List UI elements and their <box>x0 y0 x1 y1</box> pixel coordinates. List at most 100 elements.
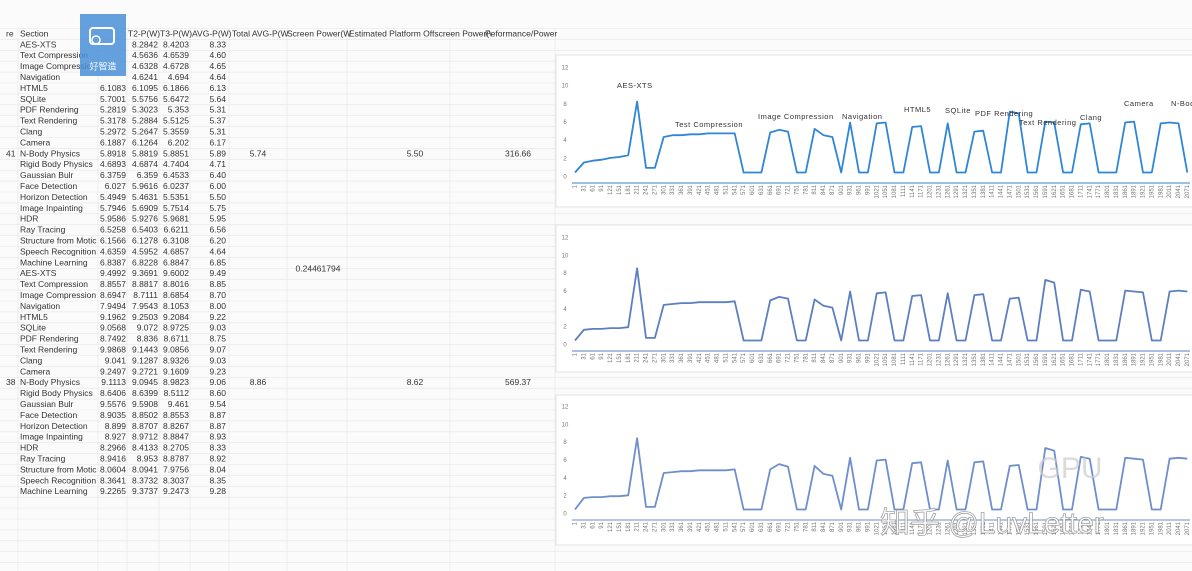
x-tick-label: 511 <box>723 352 729 362</box>
x-tick-label: 1501 <box>1016 352 1022 366</box>
power-value: 8.6406 <box>100 388 126 398</box>
x-tick-label: 931 <box>848 521 854 532</box>
x-tick-label: 541 <box>732 521 738 532</box>
x-tick-label: 121 <box>608 521 614 532</box>
x-tick-label: 241 <box>644 184 650 195</box>
x-tick-label: 1411 <box>990 521 996 535</box>
section-name: Gaussian Bulr <box>20 399 74 409</box>
power-value: 8.8553 <box>163 410 189 420</box>
x-tick-label: 871 <box>830 521 836 532</box>
power-value: 6.359 <box>137 170 159 180</box>
x-tick-label: 1321 <box>963 184 969 198</box>
power-value: 5.75 <box>209 203 226 213</box>
x-tick-label: 1831 <box>1114 352 1120 366</box>
x-tick-label: 1621 <box>1052 521 1058 535</box>
x-tick-label: 1741 <box>1087 184 1093 198</box>
x-tick-label: 1171 <box>919 521 925 535</box>
power-value: 7.9756 <box>163 464 189 474</box>
section-name: Speech Recognition <box>20 246 96 256</box>
x-tick-label: 151 <box>617 352 623 363</box>
annotation: PDF Rendering <box>975 109 1033 118</box>
section-name: HTML5 <box>20 83 48 93</box>
x-tick-label: 661 <box>768 521 774 532</box>
power-value: 8.9823 <box>163 377 189 387</box>
x-tick-label: 661 <box>768 184 774 195</box>
x-tick-label: 1741 <box>1087 521 1093 535</box>
x-tick-label: 931 <box>848 352 854 363</box>
power-value: 6.1566 <box>100 235 126 245</box>
x-tick-label: 421 <box>697 184 703 195</box>
power-value: 5.7001 <box>100 94 126 104</box>
x-tick-label: 661 <box>768 352 774 363</box>
power-value: 5.9276 <box>132 214 158 224</box>
x-tick-label: 691 <box>777 184 783 195</box>
x-tick-label: 301 <box>661 184 667 195</box>
power-value: 9.2503 <box>132 312 158 322</box>
power-value: 5.64 <box>209 94 226 104</box>
power-value: 8.8847 <box>163 432 189 442</box>
power-value: 5.8819 <box>132 148 158 158</box>
x-tick-label: 811 <box>812 352 818 362</box>
power-value: 9.1609 <box>163 366 189 376</box>
x-tick-label: 601 <box>750 184 756 195</box>
y-tick-label: 2 <box>563 494 567 500</box>
power-value: 4.64 <box>209 246 226 256</box>
x-tick-label: 151 <box>617 184 623 195</box>
x-tick-label: 601 <box>750 521 756 532</box>
app-icon: 好智造 <box>80 14 126 76</box>
x-tick-label: 1801 <box>1105 352 1111 366</box>
power-value: 8.87 <box>209 410 226 420</box>
x-tick-label: 1681 <box>1070 184 1076 198</box>
power-value: 8.6711 <box>164 334 190 344</box>
x-tick-label: 1831 <box>1114 521 1120 535</box>
x-tick-label: 1291 <box>954 352 960 366</box>
x-tick-label: 2011 <box>1167 521 1173 535</box>
power-value: 8.75 <box>209 334 226 344</box>
power-value: 5.95 <box>209 214 226 224</box>
power-value: 8.5112 <box>164 388 190 398</box>
x-tick-label: 721 <box>786 521 792 532</box>
x-tick-label: 511 <box>723 521 729 531</box>
x-tick-label: 1201 <box>928 184 934 198</box>
power-value: 5.2972 <box>100 126 126 136</box>
x-tick-label: 1771 <box>1096 521 1102 535</box>
x-tick-label: 361 <box>679 352 685 363</box>
annotation: HTML5 <box>904 105 931 114</box>
power-value: 5.37 <box>209 116 226 126</box>
power-value: 5.7514 <box>163 203 189 213</box>
power-value: 9.5908 <box>132 399 158 409</box>
power-value: 6.027 <box>105 181 127 191</box>
column-header: Section <box>20 28 49 38</box>
power-value: 4.6539 <box>163 50 189 60</box>
power-value: 4.694 <box>168 72 190 82</box>
power-value: 8.9326 <box>163 355 189 365</box>
power-value: 9.1962 <box>100 312 126 322</box>
x-tick-label: 541 <box>732 352 738 363</box>
x-tick-label: 61 <box>590 352 596 359</box>
power-value: 6.56 <box>209 225 226 235</box>
power-value: 8.8707 <box>132 421 158 431</box>
power-value: 5.5756 <box>132 94 158 104</box>
x-tick-label: 1201 <box>928 521 934 535</box>
power-value: 9.4992 <box>100 268 126 278</box>
power-value: 8.8557 <box>100 279 126 289</box>
section-name: Rigid Body Physics <box>20 159 93 169</box>
x-tick-label: 721 <box>786 352 792 363</box>
site-watermark: 知乎 @LuvLetter <box>880 507 1104 540</box>
x-tick-label: 1951 <box>1149 352 1155 366</box>
x-tick-label: 1411 <box>990 184 996 198</box>
power-value: 5.7946 <box>100 203 126 213</box>
power-value: 8.92 <box>209 453 226 463</box>
x-tick-label: 871 <box>830 184 836 195</box>
power-value: 4.6728 <box>163 61 189 71</box>
x-tick-label: 961 <box>857 352 863 363</box>
x-tick-label: 121 <box>608 184 614 195</box>
section-name: Ray Tracing <box>20 225 66 235</box>
power-value: 5.89 <box>209 148 226 158</box>
x-tick-label: 2011 <box>1167 352 1173 366</box>
power-value: 6.3759 <box>100 170 126 180</box>
x-tick-label: 1621 <box>1052 184 1058 198</box>
icon-label: 好智造 <box>89 60 116 71</box>
x-tick-label: 61 <box>590 521 596 528</box>
